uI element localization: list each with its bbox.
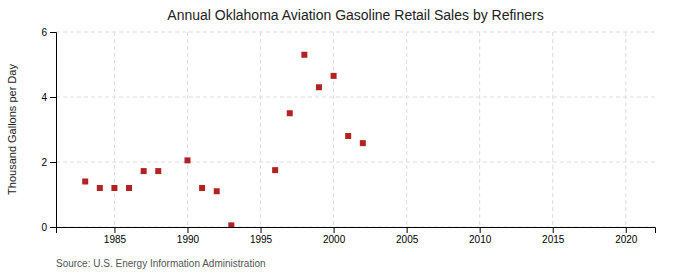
x-grid-line [114, 32, 115, 227]
y-tick: 6 [41, 27, 56, 38]
y-tick: 0 [41, 222, 56, 233]
y-tick-mark [50, 97, 56, 98]
y-tick: 4 [41, 92, 56, 103]
plot-area: 1985 1990 1995 2000 2005 2010 2015 2020 0 2 4 6 [41, 27, 655, 245]
grid [56, 32, 655, 227]
y-grid-line [56, 97, 655, 98]
x-tick-mark [407, 227, 408, 233]
x-tick: 2005 [396, 227, 419, 245]
point [155, 168, 161, 174]
point [360, 140, 366, 146]
y-tick-mark [50, 32, 56, 33]
y-tick-label: 4 [41, 92, 47, 103]
x-tick-mark [187, 227, 188, 233]
point [199, 185, 205, 191]
y-axis-line [50, 33, 57, 228]
title: Annual Oklahoma Aviation Gasoline Retail… [167, 7, 543, 23]
point [111, 185, 117, 191]
x-grid-line [260, 32, 261, 227]
point [287, 110, 293, 116]
y-grid-line [56, 32, 655, 33]
point [97, 185, 103, 191]
x-tick: 1990 [177, 227, 200, 245]
point [316, 84, 322, 90]
x-tick-label: 1995 [250, 234, 273, 245]
y-axis: 0 2 4 6 [41, 27, 56, 233]
x-tick-mark [480, 227, 481, 233]
y-tick-label: 6 [41, 27, 47, 38]
x-tick: 1995 [250, 227, 273, 245]
x-tick-mark [261, 227, 262, 233]
y-grid-line [56, 162, 655, 163]
x-grid-line [333, 32, 334, 227]
x-tick-label: 2000 [323, 234, 346, 245]
x-tick-label: 2020 [615, 234, 638, 245]
x-grid-line [625, 32, 626, 227]
point [331, 73, 337, 79]
x-tick: 2015 [542, 227, 565, 245]
chart: 1985 1990 1995 2000 2005 2010 2015 2020 0 2 4 6 Annu… [0, 0, 675, 275]
x-grid-line [552, 32, 553, 227]
point [184, 157, 190, 163]
y-axis-label: Thousand Gallons per Day [6, 64, 18, 195]
point [345, 133, 351, 139]
y-tick: 2 [41, 157, 56, 168]
x-tick-label: 2015 [542, 234, 565, 245]
y-tick-label: 0 [41, 222, 47, 233]
x-tick-mark [114, 227, 115, 233]
point [82, 179, 88, 185]
x-tick: 2020 [615, 227, 638, 245]
point [141, 168, 147, 174]
x-tick-label: 1990 [177, 234, 200, 245]
x-tick: 1985 [104, 227, 127, 245]
point [214, 188, 220, 194]
x-tick: 2010 [469, 227, 492, 245]
x-tick-mark [334, 227, 335, 233]
x-axis: 1985 1990 1995 2000 2005 2010 2015 2020 [57, 227, 656, 245]
x-tick-label: 2010 [469, 234, 492, 245]
source-note: Source: U.S. Energy Information Administ… [56, 258, 266, 269]
x-grid-line [406, 32, 407, 227]
y-tick-label: 2 [41, 157, 47, 168]
point [228, 222, 234, 227]
x-tick-label: 1985 [104, 234, 127, 245]
point [301, 52, 307, 58]
x-grid-line [479, 32, 480, 227]
x-tick-mark [553, 227, 554, 233]
x-tick-mark [626, 227, 627, 233]
point [272, 167, 278, 173]
y-tick-mark [50, 162, 56, 163]
y-tick-mark [50, 227, 56, 228]
points [82, 52, 366, 227]
x-axis-line [57, 228, 656, 234]
x-tick: 2000 [323, 227, 346, 245]
point [126, 185, 132, 191]
x-tick-label: 2005 [396, 234, 419, 245]
x-grid-line [187, 32, 188, 227]
